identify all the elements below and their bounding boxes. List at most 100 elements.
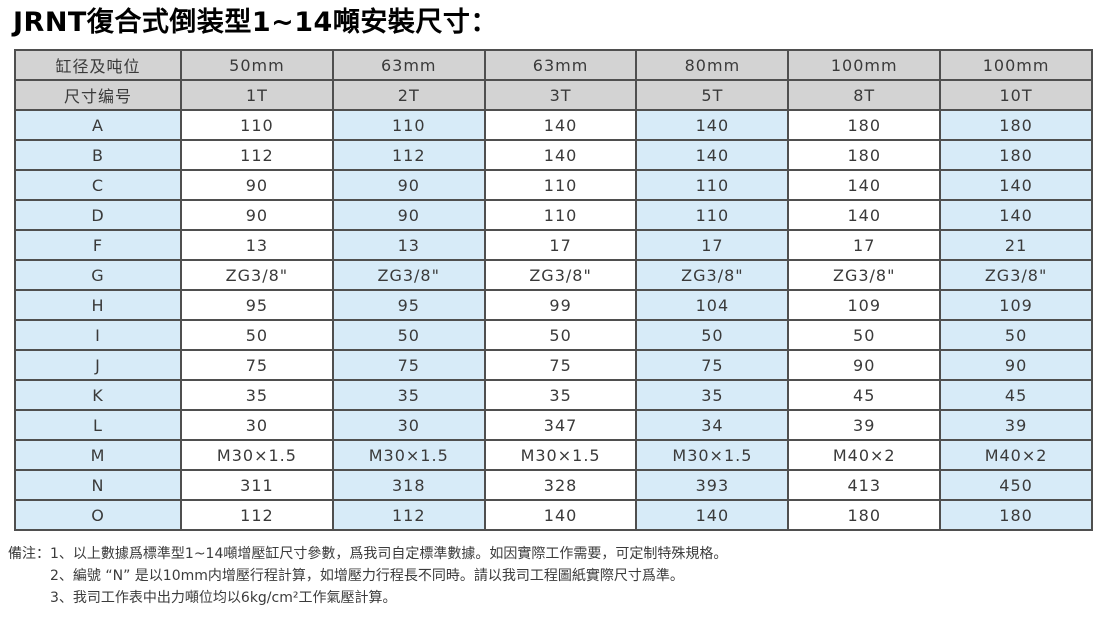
data-cell: 50 (180, 319, 334, 352)
data-cell: 39 (939, 409, 1093, 442)
data-cell: 45 (939, 379, 1093, 412)
header-cell: 10T (939, 79, 1093, 112)
footnotes-items: 1、以上數據爲標準型1~14噸增壓缸尺寸參數，爲我司自定標準數據。如因實際工作需… (50, 543, 1107, 609)
page-title: JRNT復合式倒装型1~14噸安裝尺寸： (13, 7, 498, 38)
row-label-cell: J (14, 349, 182, 382)
table-row: A 110 110 140 140 180 180 (14, 109, 1093, 142)
header-row-1: 缸径及吨位 50mm 63mm 63mm 80mm 100mm 100mm (14, 49, 1093, 82)
data-cell: 112 (180, 499, 334, 532)
footnote-item: 3、我司工作表中出力噸位均以6kg/cm²工作氣壓計算。 (50, 590, 397, 607)
data-cell: 328 (483, 469, 638, 502)
data-cell: 110 (635, 199, 790, 232)
data-cell: 45 (787, 379, 942, 412)
row-label-cell: F (14, 229, 182, 262)
data-cell: 50 (635, 319, 790, 352)
data-cell: 110 (483, 169, 638, 202)
data-cell: 90 (180, 169, 334, 202)
data-cell: ZG3/8" (180, 259, 334, 292)
data-cell: 75 (180, 349, 334, 382)
data-cell: 21 (939, 229, 1093, 262)
data-cell: 35 (483, 379, 638, 412)
data-cell: 30 (331, 409, 486, 442)
data-cell: 17 (787, 229, 942, 262)
row-label-cell: K (14, 379, 182, 412)
row-label-cell: M (14, 439, 182, 472)
footnote-item: 2、編號 “N” 是以10mm内增壓行程計算，如增壓力行程長不同時。請以我司工程… (50, 568, 684, 585)
data-cell: 90 (180, 199, 334, 232)
data-cell: 90 (939, 349, 1093, 382)
data-cell: 140 (939, 199, 1093, 232)
data-cell: 17 (483, 229, 638, 262)
table-row: K 35 35 35 35 45 45 (14, 379, 1093, 412)
data-cell: ZG3/8" (939, 259, 1093, 292)
data-cell: 95 (180, 289, 334, 322)
data-cell: 140 (483, 109, 638, 142)
data-cell: M40×2 (939, 439, 1093, 472)
data-cell: 112 (180, 139, 334, 172)
data-cell: 140 (483, 139, 638, 172)
data-cell: 13 (180, 229, 334, 262)
header-label-cell: 缸径及吨位 (14, 49, 182, 82)
data-cell: 110 (180, 109, 334, 142)
data-cell: ZG3/8" (635, 259, 790, 292)
data-cell: 450 (939, 469, 1093, 502)
data-cell: 35 (180, 379, 334, 412)
data-cell: 180 (939, 139, 1093, 172)
header-cell: 100mm (787, 49, 942, 82)
data-cell: M30×1.5 (180, 439, 334, 472)
data-cell: 180 (939, 109, 1093, 142)
table-row: L 30 30 347 34 39 39 (14, 409, 1093, 442)
table-row: D 90 90 110 110 140 140 (14, 199, 1093, 232)
data-cell: 393 (635, 469, 790, 502)
data-cell: 112 (331, 499, 486, 532)
row-label-cell: G (14, 259, 182, 292)
data-cell: 180 (787, 109, 942, 142)
row-label-cell: O (14, 499, 182, 532)
header-cell: 8T (787, 79, 942, 112)
data-cell: 180 (787, 139, 942, 172)
row-label-cell: B (14, 139, 182, 172)
data-cell: M30×1.5 (331, 439, 486, 472)
header-cell: 1T (180, 79, 334, 112)
data-cell: 109 (939, 289, 1093, 322)
data-cell: 140 (635, 139, 790, 172)
data-cell: 140 (483, 499, 638, 532)
data-cell: 17 (635, 229, 790, 262)
data-cell: 30 (180, 409, 334, 442)
header-cell: 50mm (180, 49, 334, 82)
data-cell: 104 (635, 289, 790, 322)
data-cell: 140 (635, 499, 790, 532)
header-cell: 63mm (331, 49, 486, 82)
row-label-cell: D (14, 199, 182, 232)
row-label-cell: I (14, 319, 182, 352)
table-row: I 50 50 50 50 50 50 (14, 319, 1093, 352)
data-cell: 347 (483, 409, 638, 442)
data-cell: 311 (180, 469, 334, 502)
header-label-cell: 尺寸编号 (14, 79, 182, 112)
data-cell: 50 (939, 319, 1093, 352)
data-cell: 140 (787, 199, 942, 232)
footnotes-label: 備注： (8, 546, 50, 563)
data-cell: 112 (331, 139, 486, 172)
footnotes: 備注： 1、以上數據爲標準型1~14噸增壓缸尺寸參數，爲我司自定標準數據。如因實… (8, 543, 1107, 609)
footnote-item: 1、以上數據爲標準型1~14噸增壓缸尺寸參數，爲我司自定標準數據。如因實際工作需… (50, 546, 728, 563)
row-label-cell: A (14, 109, 182, 142)
data-cell: 180 (939, 499, 1093, 532)
header-cell: 3T (483, 79, 638, 112)
data-cell: 75 (635, 349, 790, 382)
header-cell: 80mm (635, 49, 790, 82)
header-cell: 5T (635, 79, 790, 112)
table-row: N 311 318 328 393 413 450 (14, 469, 1093, 502)
data-cell: 75 (483, 349, 638, 382)
data-cell: 90 (331, 199, 486, 232)
table-row: M M30×1.5 M30×1.5 M30×1.5 M30×1.5 M40×2 M40×2 (14, 439, 1093, 472)
data-cell: 13 (331, 229, 486, 262)
data-cell: 110 (635, 169, 790, 202)
row-label-cell: L (14, 409, 182, 442)
dimension-table: 缸径及吨位 50mm 63mm 63mm 80mm 100mm 100mm 尺寸编号 1T 2T 3… (14, 49, 1093, 532)
data-cell: ZG3/8" (483, 259, 638, 292)
header-row-2: 尺寸编号 1T 2T 3T 5T 8T 10T (14, 79, 1093, 112)
table-head: 缸径及吨位 50mm 63mm 63mm 80mm 100mm 100mm 尺寸编号 1T 2T 3… (14, 49, 1093, 112)
table-row: F 13 13 17 17 17 21 (14, 229, 1093, 262)
